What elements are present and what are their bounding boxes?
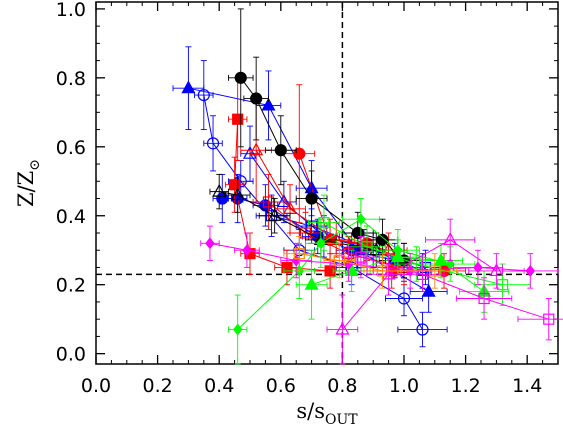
x-tick-label: 0.4 (204, 375, 234, 397)
data-point (242, 145, 258, 159)
data-point (525, 264, 536, 277)
data-point (229, 179, 241, 191)
series-line (237, 218, 451, 330)
data-point (489, 263, 504, 277)
data-point (281, 261, 293, 274)
data-point (274, 144, 287, 157)
data-point (230, 187, 245, 201)
series (326, 218, 525, 365)
x-axis-title: s/sOUT (296, 399, 358, 428)
data-point (381, 266, 396, 280)
data-point (206, 137, 220, 150)
series-line (342, 239, 497, 330)
data-point (234, 71, 247, 84)
data-point (205, 237, 215, 250)
series-line (323, 222, 503, 286)
data-point (276, 194, 291, 208)
x-tick-label: 0.6 (266, 375, 296, 397)
data-point (433, 252, 448, 266)
x-tick-label: 1.0 (389, 375, 419, 397)
data-point (261, 97, 276, 111)
data-point (356, 213, 366, 226)
series (341, 235, 563, 341)
data-point (232, 113, 244, 125)
x-tick-label: 0.8 (327, 375, 357, 397)
data-point (249, 142, 264, 156)
y-tick-label: 0.4 (56, 206, 86, 228)
series-line (299, 253, 435, 272)
data-point (397, 292, 411, 305)
x-tick-label: 0.0 (81, 375, 111, 397)
data-point (429, 265, 441, 277)
data-point (262, 196, 275, 208)
data-point (421, 283, 436, 297)
data-point (393, 244, 403, 257)
data-point (181, 80, 196, 94)
y-tick-label: 0.6 (56, 137, 86, 159)
data-point (333, 254, 345, 267)
data-point (443, 232, 458, 245)
data-point (242, 244, 252, 257)
reference-lines (96, 2, 558, 364)
data-point (416, 268, 429, 280)
data-point (267, 207, 282, 221)
x-tick-label: 1.4 (512, 375, 542, 397)
y-tick-label: 1.0 (56, 0, 86, 21)
data-point (376, 265, 389, 277)
data-point (478, 292, 490, 305)
series (227, 198, 476, 365)
y-tick-label: 0.0 (56, 344, 86, 366)
y-axis-title: Z/Z⊙ (14, 159, 43, 207)
series-line (360, 256, 549, 320)
data-layer (172, 8, 563, 365)
series (227, 8, 423, 279)
ticks-layer (95, 2, 558, 364)
data-point (293, 248, 305, 260)
data-point (335, 321, 350, 335)
data-point (543, 313, 555, 325)
data-point (197, 88, 210, 102)
data-point (496, 279, 509, 291)
x-tick-label: 0.2 (142, 375, 172, 397)
data-point (355, 251, 367, 263)
series (308, 194, 531, 306)
y-tick-label: 0.8 (56, 68, 86, 90)
series (194, 60, 448, 348)
data-point (304, 276, 319, 290)
data-point (212, 183, 227, 197)
y-tick-label: 0.2 (56, 275, 86, 297)
x-tick-label: 1.2 (450, 375, 480, 397)
data-point (361, 241, 373, 253)
series (283, 235, 457, 289)
data-point (473, 261, 483, 274)
data-point (376, 233, 389, 246)
plot-frame (95, 1, 559, 365)
data-point (318, 217, 330, 229)
data-point (250, 92, 263, 105)
data-point (232, 323, 243, 336)
tick-labels: 0.0 0.2 0.4 0.6 0.8 1.0 1.2 1.4 0.0 0.2 0.4 0.6 0.8 1… (56, 0, 543, 397)
data-point (305, 192, 318, 205)
data-point (416, 323, 429, 336)
